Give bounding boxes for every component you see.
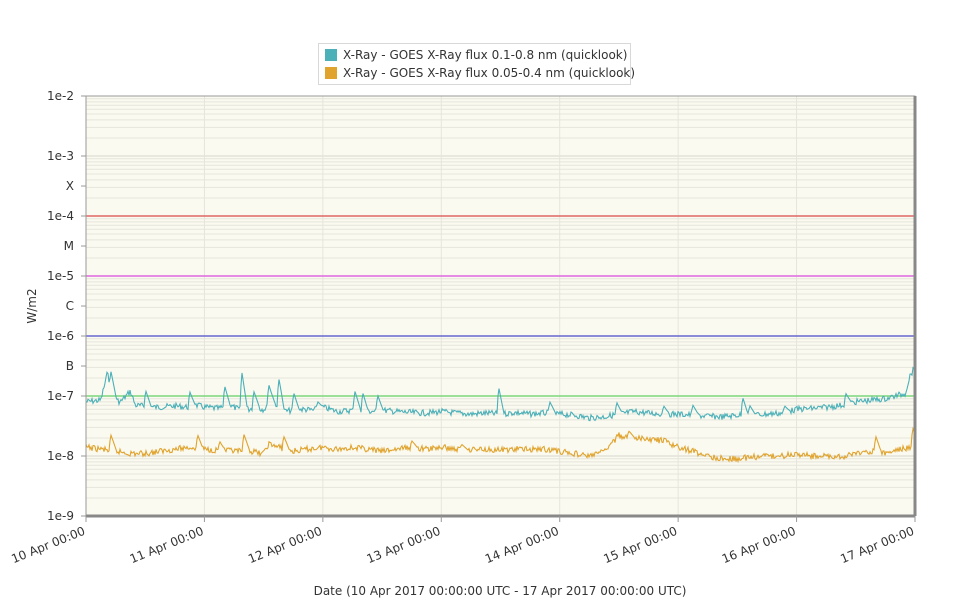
x-tick-label: 13 Apr 00:00: [365, 524, 443, 566]
legend-item-long-wavelength[interactable]: X-Ray - GOES X-Ray flux 0.1-0.8 nm (quic…: [325, 46, 627, 64]
x-tick-label: 14 Apr 00:00: [483, 524, 561, 566]
legend-label-long-wavelength: X-Ray - GOES X-Ray flux 0.1-0.8 nm (quic…: [343, 48, 628, 62]
x-tick-label: 16 Apr 00:00: [720, 524, 798, 566]
y-tick-label: 1e-6: [47, 329, 74, 343]
legend-label-short-wavelength: X-Ray - GOES X-Ray flux 0.05-0.4 nm (qui…: [343, 66, 636, 80]
y-tick-label: 1e-5: [47, 269, 74, 283]
legend: X-Ray - GOES X-Ray flux 0.1-0.8 nm (quic…: [318, 43, 635, 85]
x-axis-label: Date (10 Apr 2017 00:00:00 UTC - 17 Apr …: [314, 584, 687, 598]
y-tick-label: 1e-8: [47, 449, 74, 463]
grid: [85, 96, 916, 517]
x-tick-label: 10 Apr 00:00: [9, 524, 87, 566]
y-axis-ticks: 1e-2 1e-3 X 1e-4 M 1e-5 C 1e-6 B 1e-7 1e-8 1e-9: [47, 89, 86, 523]
x-tick-label: 12 Apr 00:00: [246, 524, 324, 566]
y-tick-label: C: [66, 299, 74, 313]
x-tick-label: 15 Apr 00:00: [601, 524, 679, 566]
legend-swatch-short-wavelength: [325, 67, 337, 79]
y-tick-label: X: [66, 179, 74, 193]
x-tick-label: 11 Apr 00:00: [128, 524, 206, 566]
y-tick-label: 1e-4: [47, 209, 74, 223]
x-tick-label: 17 Apr 00:00: [838, 524, 916, 566]
legend-item-short-wavelength[interactable]: X-Ray - GOES X-Ray flux 0.05-0.4 nm (qui…: [325, 64, 635, 82]
x-axis-ticks: 10 Apr 00:00 11 Apr 00:00 12 Apr 00:00 13 A…: [9, 516, 916, 566]
y-axis-label: W/m2: [25, 288, 39, 323]
legend-swatch-long-wavelength: [325, 49, 337, 61]
series-lines: [85, 366, 916, 464]
series-line-1: [85, 426, 916, 464]
plot-background: [86, 96, 915, 516]
y-tick-label: 1e-7: [47, 389, 74, 403]
y-tick-label: 1e-3: [47, 149, 74, 163]
y-tick-label: 1e-2: [47, 89, 74, 103]
series-line-0: [85, 366, 916, 422]
y-tick-label: 1e-9: [47, 509, 74, 523]
y-tick-label: M: [64, 239, 74, 253]
y-tick-label: B: [66, 359, 74, 373]
